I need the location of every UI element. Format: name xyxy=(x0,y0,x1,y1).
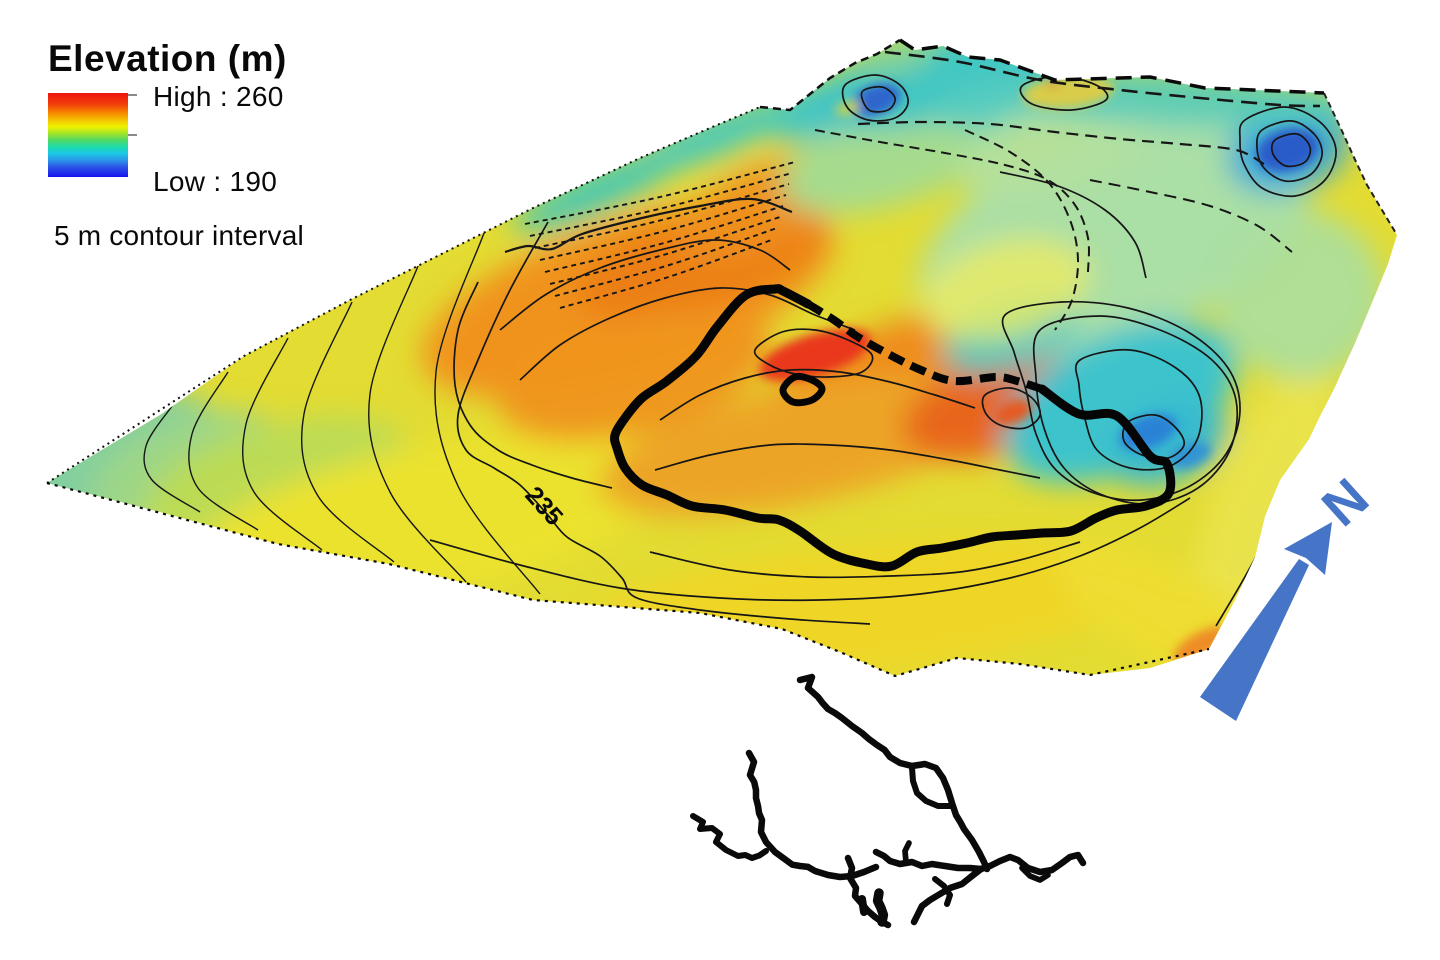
svg-text:N: N xyxy=(1311,467,1380,538)
svg-text:Elevation (m): Elevation (m) xyxy=(48,38,287,79)
svg-text:High : 260: High : 260 xyxy=(153,81,284,112)
svg-text:5 m contour interval: 5 m contour interval xyxy=(54,220,304,251)
svg-text:Low : 190: Low : 190 xyxy=(153,166,277,197)
